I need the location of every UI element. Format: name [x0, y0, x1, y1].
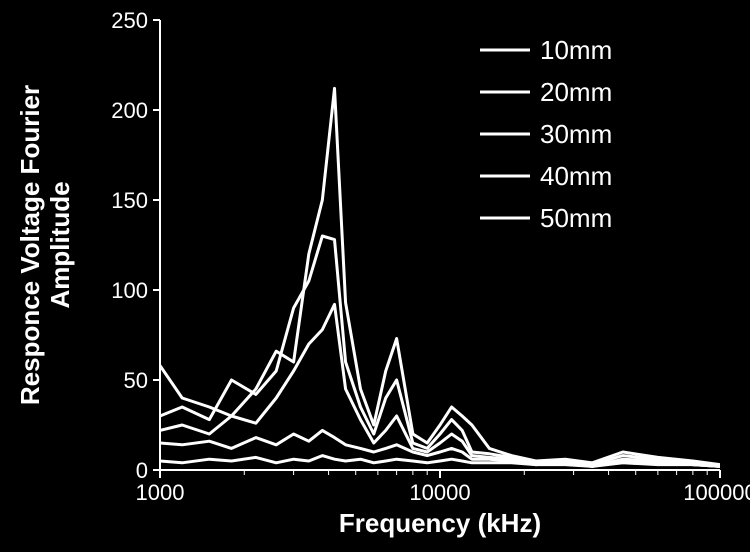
y-tick-label: 100: [111, 278, 148, 303]
x-tick-label: 100000: [683, 480, 750, 505]
legend-label: 20mm: [540, 77, 612, 107]
x-axis-label: Frequency (kHz): [339, 508, 541, 538]
x-tick-label: 1000: [136, 480, 185, 505]
legend-label: 50mm: [540, 203, 612, 233]
legend-label: 10mm: [540, 35, 612, 65]
y-axis-label-1: Responce Voltage Fourier: [15, 85, 45, 405]
legend-label: 40mm: [540, 161, 612, 191]
legend-label: 30mm: [540, 119, 612, 149]
y-tick-label: 150: [111, 188, 148, 213]
x-tick-label: 10000: [409, 480, 470, 505]
y-tick-label: 200: [111, 98, 148, 123]
y-tick-label: 250: [111, 8, 148, 33]
y-axis-label-2: Amplitude: [45, 181, 75, 308]
y-tick-label: 50: [124, 368, 148, 393]
fourier-amplitude-chart: 050100150200250100010000100000Frequency …: [0, 0, 750, 552]
